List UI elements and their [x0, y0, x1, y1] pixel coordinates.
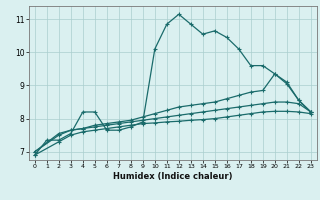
X-axis label: Humidex (Indice chaleur): Humidex (Indice chaleur) [113, 172, 233, 181]
